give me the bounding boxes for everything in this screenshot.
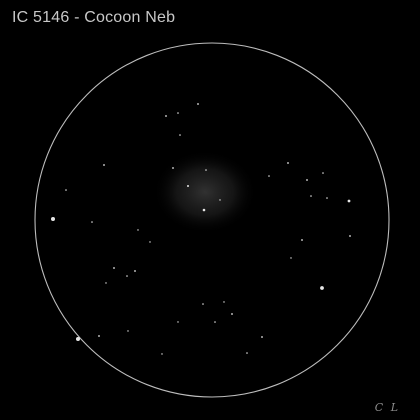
- eyepiece-field-circle: [34, 42, 390, 398]
- star: [127, 330, 129, 332]
- star: [349, 235, 351, 237]
- star: [326, 197, 328, 199]
- star: [205, 169, 207, 171]
- star: [76, 337, 80, 341]
- star: [320, 286, 324, 290]
- star: [65, 189, 67, 191]
- star: [51, 217, 55, 221]
- star: [91, 221, 93, 223]
- sketch-title: IC 5146 - Cocoon Neb: [12, 9, 176, 26]
- star: [134, 270, 136, 272]
- star: [161, 353, 163, 355]
- star: [306, 179, 308, 181]
- star-field: [51, 103, 351, 355]
- star: [187, 185, 189, 187]
- star: [103, 164, 105, 166]
- star: [246, 352, 248, 354]
- star: [223, 301, 225, 303]
- star: [214, 321, 216, 323]
- star: [137, 229, 139, 231]
- star: [268, 175, 270, 177]
- star: [126, 275, 128, 277]
- star: [202, 208, 206, 212]
- star: [347, 199, 351, 203]
- cocoon-nebula-glow: [153, 150, 257, 234]
- star: [322, 172, 324, 174]
- star: [290, 257, 292, 259]
- star: [172, 167, 174, 169]
- star: [98, 335, 100, 337]
- star: [287, 162, 289, 164]
- star: [219, 199, 221, 201]
- artist-signature: C L: [374, 401, 400, 414]
- star: [113, 267, 115, 269]
- star: [231, 313, 233, 315]
- star: [301, 239, 303, 241]
- star: [197, 103, 199, 105]
- star: [177, 112, 179, 114]
- star: [202, 303, 204, 305]
- star: [261, 336, 263, 338]
- star: [105, 282, 107, 284]
- star: [179, 134, 181, 136]
- star: [165, 115, 167, 117]
- star: [177, 321, 179, 323]
- star: [149, 241, 151, 243]
- star: [310, 195, 312, 197]
